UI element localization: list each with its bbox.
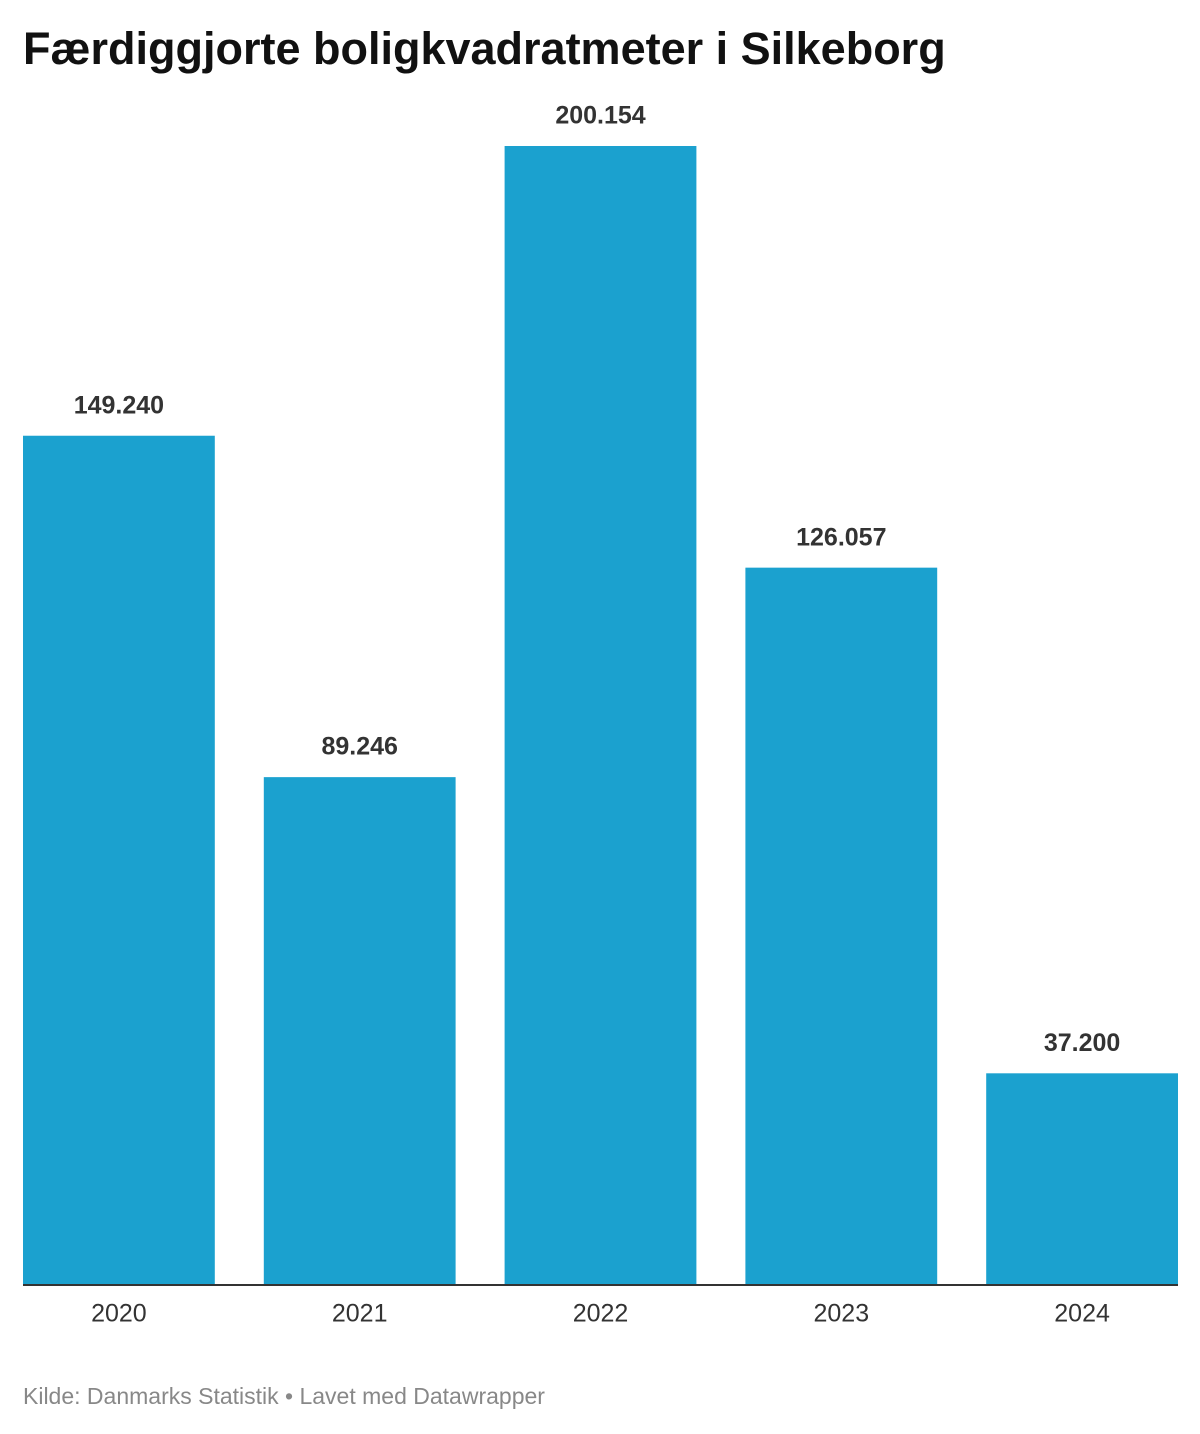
bar	[504, 146, 697, 1285]
value-label: 200.154	[555, 102, 645, 130]
x-tick-label: 2020	[91, 1300, 147, 1328]
chart-title: Færdiggjorte boligkvadratmeter i Silkebo…	[23, 23, 946, 74]
x-tick-label: 2021	[332, 1300, 388, 1328]
x-tick-label: 2022	[573, 1300, 629, 1328]
source-note: Kilde: Danmarks Statistik • Lavet med Da…	[23, 1383, 545, 1409]
x-tick-label: 2023	[813, 1300, 869, 1328]
value-label: 149.240	[74, 391, 164, 419]
bar	[745, 567, 938, 1285]
bar	[986, 1073, 1178, 1285]
x-tick-label: 2024	[1054, 1300, 1110, 1328]
value-label: 37.200	[1044, 1029, 1120, 1057]
value-label: 126.057	[796, 523, 886, 551]
bar	[263, 777, 456, 1285]
value-label: 89.246	[321, 733, 397, 761]
bar	[23, 435, 215, 1285]
